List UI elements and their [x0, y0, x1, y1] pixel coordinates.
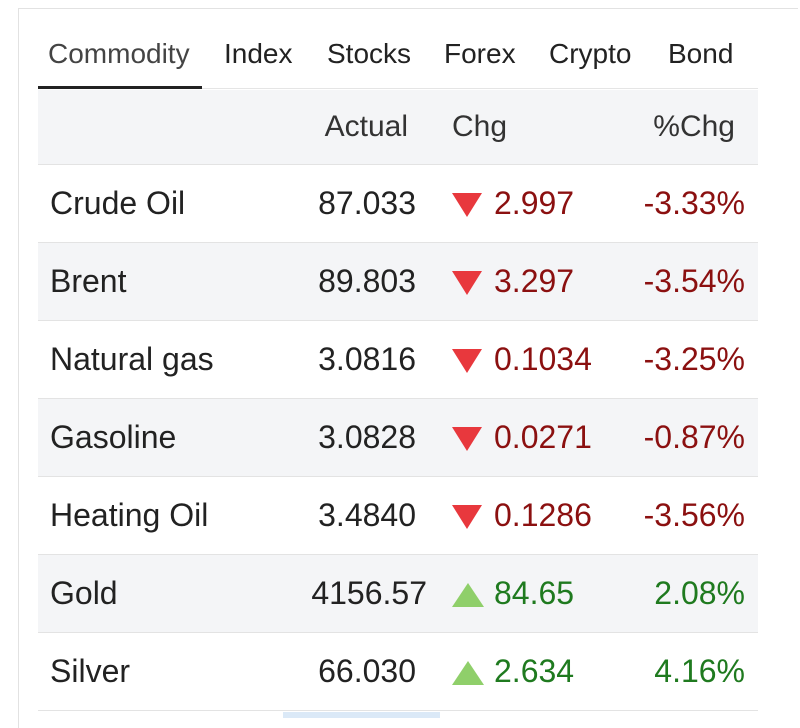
quote-row[interactable]: Gold 4156.57 84.65 2.08%	[38, 555, 758, 633]
change-value: 3.297	[494, 263, 575, 299]
change-value: 84.65	[494, 575, 575, 611]
column-header: Chg	[452, 110, 508, 143]
actual-value: 66.030	[318, 653, 416, 689]
actual-value: 3.0828	[318, 419, 416, 455]
tab[interactable]: Index	[224, 38, 293, 69]
change-value: 2.634	[494, 653, 575, 689]
quote-row[interactable]: Crude Oil 87.033 2.997 -3.33%	[38, 165, 758, 243]
change-arrow	[452, 505, 482, 529]
tab[interactable]: Commodity	[48, 38, 190, 69]
commodity-name: Gasoline	[50, 419, 177, 455]
change-arrow	[452, 271, 482, 295]
commodity-name: Crude Oil	[50, 185, 186, 221]
change-value: 0.1286	[494, 497, 592, 533]
change-arrow	[452, 193, 482, 217]
change-value: 2.997	[494, 185, 575, 221]
tab[interactable]: Crypto	[549, 38, 632, 69]
tab[interactable]: Forex	[444, 38, 516, 69]
tab[interactable]: Stocks	[327, 38, 412, 69]
percent-change: -0.87%	[643, 419, 745, 455]
change-arrow	[452, 661, 484, 685]
actual-value: 3.0816	[318, 341, 416, 377]
quote-row[interactable]: Natural gas 3.0816 0.1034 -3.25%	[38, 321, 758, 399]
quote-row[interactable]: Brent 89.803 3.297 -3.54%	[38, 243, 758, 321]
column-header: %Chg	[653, 110, 735, 143]
change-arrow	[452, 427, 482, 451]
commodity-name: Heating Oil	[50, 497, 209, 533]
quote-row[interactable]: Silver 66.030 2.634 4.16%	[38, 633, 758, 711]
change-arrow	[452, 349, 482, 373]
change-value: 0.0271	[494, 419, 592, 455]
tab[interactable]: Bond	[668, 38, 734, 69]
widget-frame	[18, 8, 798, 728]
commodity-name: Natural gas	[50, 341, 214, 377]
header-row: Actual Chg %Chg	[38, 90, 758, 165]
change-value: 0.1034	[494, 341, 592, 377]
actual-value: 89.803	[318, 263, 416, 299]
quote-row[interactable]: Heating Oil 3.4840 0.1286 -3.56%	[38, 477, 758, 555]
percent-change: -3.56%	[643, 497, 745, 533]
percent-change: -3.25%	[643, 341, 745, 377]
tab-divider	[38, 88, 758, 89]
actual-value: 4156.57	[311, 575, 427, 611]
actual-value: 3.4840	[318, 497, 416, 533]
percent-change: 2.08%	[654, 575, 745, 611]
column-header: Actual	[324, 110, 408, 143]
percent-change: -3.33%	[643, 185, 745, 221]
commodity-name: Silver	[50, 653, 131, 689]
percent-change: 4.16%	[654, 653, 745, 689]
change-arrow	[452, 583, 484, 607]
actual-value: 87.033	[318, 185, 416, 221]
scroll-indicator	[283, 712, 440, 718]
percent-change: -3.54%	[643, 263, 745, 299]
active-tab-underline	[38, 86, 202, 89]
quote-row[interactable]: Gasoline 3.0828 0.0271 -0.87%	[38, 399, 758, 477]
commodity-name: Gold	[50, 575, 118, 611]
commodity-name: Brent	[50, 263, 127, 299]
